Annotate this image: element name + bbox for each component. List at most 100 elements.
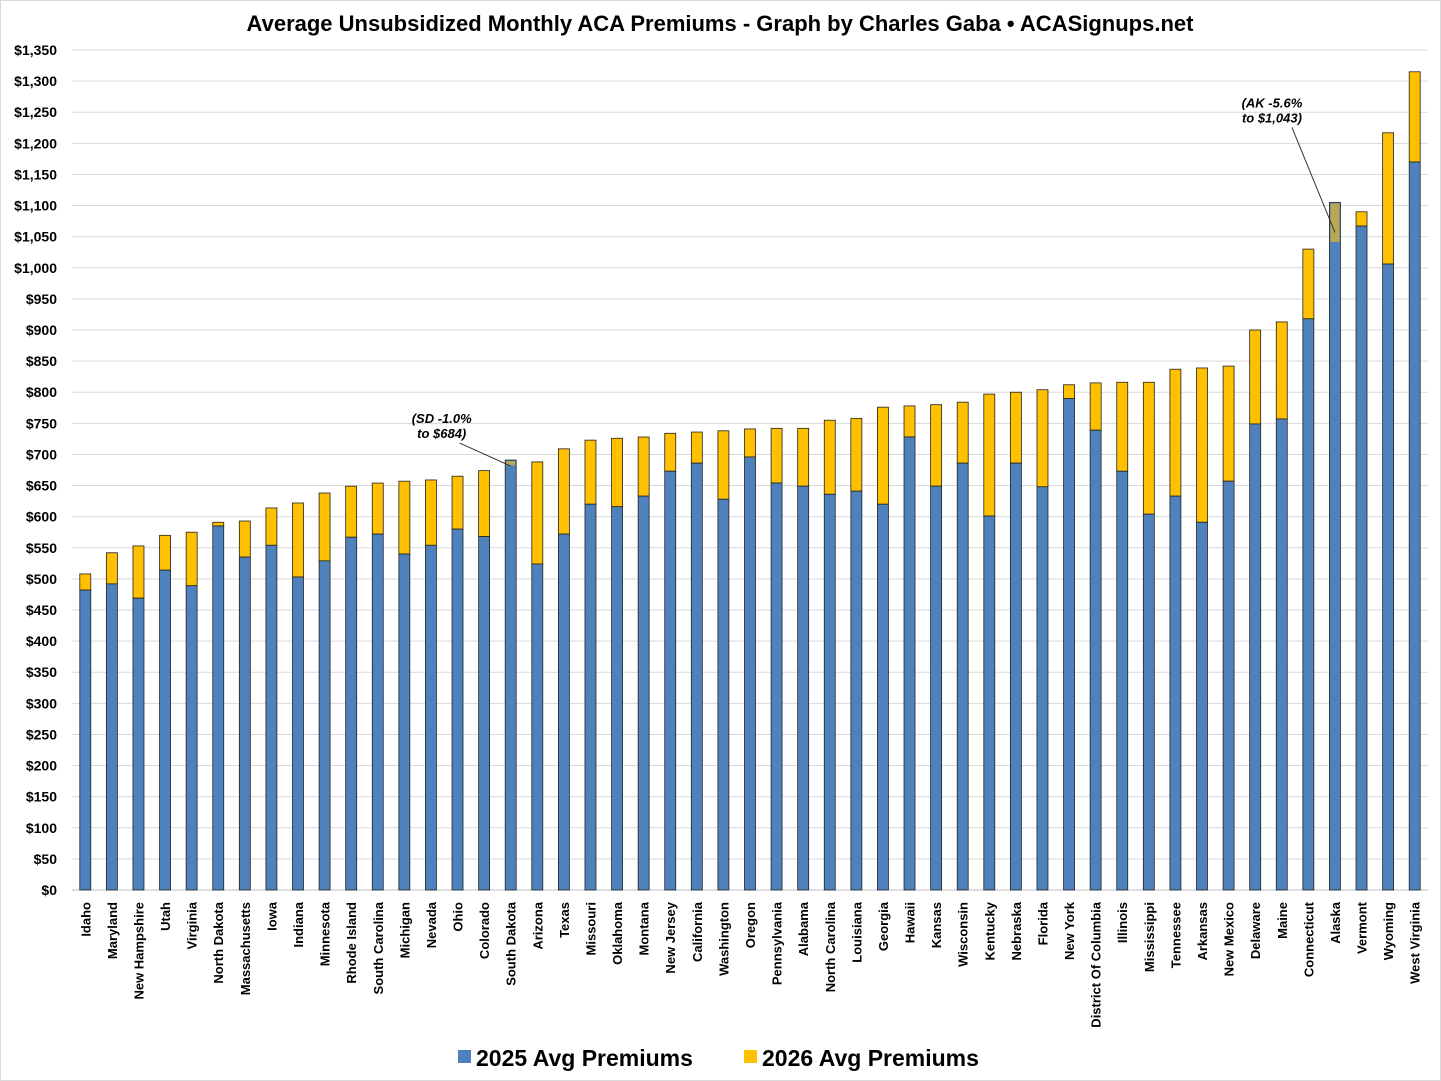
x-tick-label: South Dakota bbox=[504, 901, 519, 986]
y-axis: $0 $50 $100 $150 $200 $250 $300 $350 $400 $450 $50… bbox=[14, 42, 57, 898]
y-tick-label: $250 bbox=[26, 726, 57, 742]
bar-2025 bbox=[425, 544, 437, 891]
x-tick-label: Rhode Island bbox=[344, 902, 359, 984]
x-tick-label: Indiana bbox=[291, 901, 306, 947]
x-tick-label: District Of Columbia bbox=[1089, 901, 1104, 1027]
bar-2026 bbox=[877, 406, 889, 505]
annotation-leader-line bbox=[1291, 127, 1336, 233]
bar-2025 bbox=[1222, 480, 1235, 891]
bar-2026 bbox=[1249, 329, 1262, 425]
bar-2025 bbox=[1036, 486, 1049, 891]
x-tick-label: Vermont bbox=[1355, 901, 1370, 954]
bar-2026 bbox=[292, 502, 304, 578]
bar-2025 bbox=[318, 560, 331, 891]
x-tick-label: Virginia bbox=[185, 901, 200, 949]
bar-2026 bbox=[983, 393, 996, 517]
x-tick-label: New Jersey bbox=[663, 901, 678, 973]
x-tick-label: Pennsylvania bbox=[770, 901, 785, 985]
y-tick-label: $1,200 bbox=[14, 135, 57, 151]
bar-2025 bbox=[744, 456, 756, 891]
bar-2026 bbox=[717, 430, 730, 500]
bar-2025 bbox=[611, 506, 623, 891]
x-tick-label: Alabama bbox=[796, 901, 811, 956]
y-tick-label: $900 bbox=[26, 322, 57, 338]
x-tick-label: Kansas bbox=[929, 902, 944, 948]
legend-label-2026: 2026 Avg Premiums bbox=[762, 1045, 979, 1071]
x-tick-label: Arkansas bbox=[1195, 902, 1210, 961]
bar-2025 bbox=[1329, 202, 1341, 891]
bar-2025 bbox=[292, 576, 304, 891]
x-tick-label: Georgia bbox=[876, 901, 891, 951]
bar-2025 bbox=[983, 515, 996, 891]
x-tick-label: Nebraska bbox=[1009, 901, 1024, 960]
bar-2025 bbox=[212, 525, 225, 891]
annotation-text: (AK -5.6% bbox=[1242, 95, 1303, 110]
bar-2026 bbox=[451, 475, 464, 530]
y-tick-label: $1,000 bbox=[14, 260, 57, 276]
x-tick-label: New York bbox=[1062, 901, 1077, 960]
x-tick-label: New Mexico bbox=[1222, 902, 1237, 976]
x-tick-label: Michigan bbox=[397, 902, 412, 958]
bar-2026 bbox=[770, 427, 783, 484]
bar-2026 bbox=[1222, 365, 1235, 482]
y-tick-label: $500 bbox=[26, 571, 57, 587]
bar-2025 bbox=[1196, 521, 1208, 891]
y-tick-label: $1,300 bbox=[14, 73, 57, 89]
x-tick-label: New Hampshire bbox=[131, 902, 146, 1000]
bar-2025 bbox=[1116, 470, 1129, 891]
bar-2026 bbox=[664, 432, 677, 472]
x-tick-label: North Carolina bbox=[823, 901, 838, 992]
bar-2025 bbox=[265, 544, 278, 891]
x-tick-label: Missouri bbox=[583, 902, 598, 955]
y-tick-label: $700 bbox=[26, 446, 57, 462]
bar-2025 bbox=[1009, 462, 1022, 891]
bar-2026 bbox=[105, 552, 118, 585]
y-tick-label: $50 bbox=[34, 851, 58, 867]
y-tick-label: $200 bbox=[26, 758, 57, 774]
y-tick-label: $1,150 bbox=[14, 166, 57, 182]
bar-2025 bbox=[584, 503, 597, 891]
annotation-text: to $1,043) bbox=[1242, 110, 1302, 125]
bar-2026 bbox=[1009, 391, 1022, 464]
x-tick-label: Tennessee bbox=[1168, 902, 1183, 968]
bar-2025 bbox=[717, 498, 730, 891]
y-tick-label: $1,250 bbox=[14, 104, 57, 120]
bar-2026 bbox=[212, 521, 225, 527]
bar-2026 bbox=[956, 401, 969, 464]
bar-2025 bbox=[398, 553, 411, 891]
bar-2025 bbox=[1302, 318, 1315, 891]
x-tick-label: Alaska bbox=[1328, 901, 1343, 944]
x-tick-label: South Carolina bbox=[371, 901, 386, 994]
x-tick-label: Utah bbox=[158, 902, 173, 931]
bar-2026 bbox=[531, 461, 544, 565]
bar-2025 bbox=[1275, 418, 1288, 891]
bar-2025 bbox=[797, 485, 810, 891]
x-tick-label: Delaware bbox=[1248, 902, 1263, 959]
y-tick-label: $450 bbox=[26, 602, 57, 618]
x-tick-label: Texas bbox=[557, 902, 572, 938]
bar-2026 bbox=[1408, 71, 1421, 163]
bar-2026 bbox=[398, 480, 411, 555]
bar-2025 bbox=[877, 503, 889, 891]
y-tick-label: $100 bbox=[26, 820, 57, 836]
bar-2025 bbox=[557, 533, 570, 891]
y-tick-label: $800 bbox=[26, 384, 57, 400]
y-tick-label: $850 bbox=[26, 353, 57, 369]
y-tick-label: $300 bbox=[26, 695, 57, 711]
y-tick-label: $1,100 bbox=[14, 198, 57, 214]
x-tick-label: Florida bbox=[1035, 901, 1050, 945]
bar-2026 bbox=[930, 404, 943, 487]
bar-2025 bbox=[132, 597, 145, 891]
bar-2026 bbox=[1275, 321, 1288, 420]
y-tick-label: $350 bbox=[26, 664, 57, 680]
y-tick-label: $600 bbox=[26, 509, 57, 525]
x-tick-label: Massachusetts bbox=[238, 902, 253, 995]
bar-2026 bbox=[637, 436, 650, 497]
bar-2025 bbox=[1063, 398, 1075, 891]
x-tick-label: North Dakota bbox=[211, 901, 226, 983]
bar-2025 bbox=[1089, 429, 1102, 891]
x-tick-label: West Virginia bbox=[1408, 901, 1423, 984]
bar-2026 bbox=[744, 428, 756, 458]
bar-2026 bbox=[1196, 367, 1208, 523]
bar-2025 bbox=[956, 462, 969, 891]
